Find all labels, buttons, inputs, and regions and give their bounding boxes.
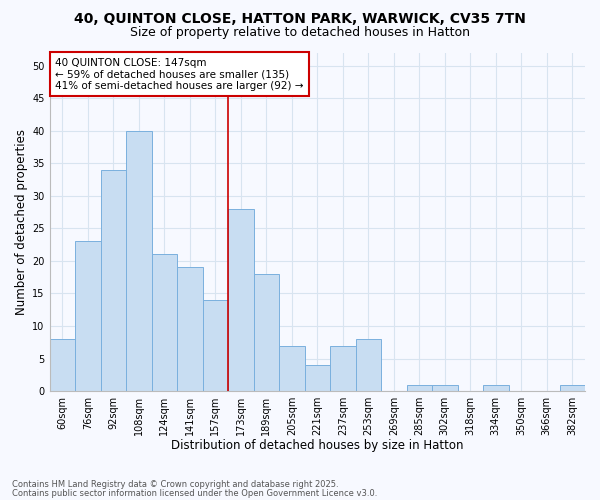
Text: Contains HM Land Registry data © Crown copyright and database right 2025.: Contains HM Land Registry data © Crown c… (12, 480, 338, 489)
Bar (152, 254, 177, 391)
Bar (483, 384, 509, 391)
Bar (305, 365, 330, 391)
Bar (407, 384, 432, 391)
Bar (75, 242, 101, 391)
Bar (356, 339, 381, 391)
Bar (330, 346, 356, 391)
Bar (50, 339, 75, 391)
Text: 40, QUINTON CLOSE, HATTON PARK, WARWICK, CV35 7TN: 40, QUINTON CLOSE, HATTON PARK, WARWICK,… (74, 12, 526, 26)
Y-axis label: Number of detached properties: Number of detached properties (15, 129, 28, 315)
Bar (254, 274, 279, 391)
Bar (279, 346, 305, 391)
Bar (560, 384, 585, 391)
Bar (101, 170, 126, 391)
Bar (203, 300, 228, 391)
Bar (126, 130, 152, 391)
X-axis label: Distribution of detached houses by size in Hatton: Distribution of detached houses by size … (171, 440, 464, 452)
Text: 40 QUINTON CLOSE: 147sqm
← 59% of detached houses are smaller (135)
41% of semi-: 40 QUINTON CLOSE: 147sqm ← 59% of detach… (55, 58, 304, 91)
Bar (228, 209, 254, 391)
Bar (432, 384, 458, 391)
Text: Size of property relative to detached houses in Hatton: Size of property relative to detached ho… (130, 26, 470, 39)
Text: Contains public sector information licensed under the Open Government Licence v3: Contains public sector information licen… (12, 488, 377, 498)
Bar (177, 268, 203, 391)
